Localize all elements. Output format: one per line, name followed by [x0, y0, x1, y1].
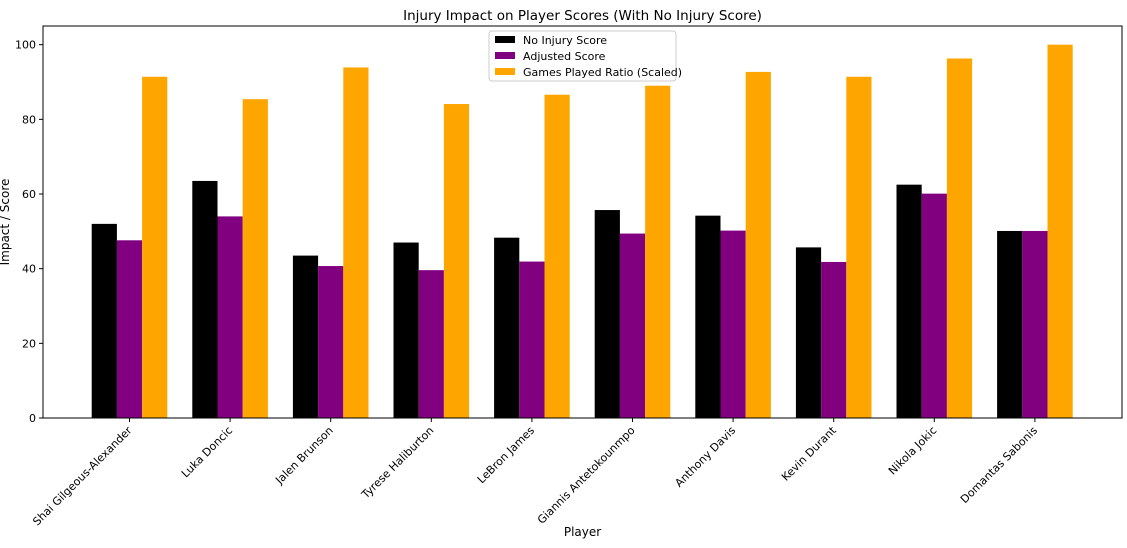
legend: No Injury Score Adjusted Score Games Playe… — [488, 30, 682, 82]
y-axis: 0 20 40 60 80 100 — [15, 39, 43, 425]
bar-adjusted-score-9 — [1022, 230, 1048, 418]
y-tick-label: 60 — [22, 188, 36, 201]
bar-adjusted-score-6 — [720, 230, 746, 418]
bar-adjusted-score-0 — [116, 240, 143, 418]
bar-no-injury-score-2 — [292, 255, 319, 418]
legend-swatch — [495, 68, 515, 75]
bar-no-injury-score-5 — [594, 210, 620, 418]
bar-games-played-ratio-scaled--6 — [745, 71, 771, 419]
legend-label: No Injury Score — [523, 34, 607, 47]
x-tick-label: Jalen Brunson — [272, 424, 335, 487]
legend-swatch — [495, 36, 515, 43]
bar-adjusted-score-4 — [519, 261, 545, 418]
x-tick-label: Kevin Durant — [779, 423, 839, 483]
bar-games-played-ratio-scaled--1 — [242, 99, 268, 418]
legend-label: Games Played Ratio (Scaled) — [523, 66, 682, 79]
bar-no-injury-score-9 — [997, 230, 1023, 418]
legend-label: Adjusted Score — [523, 50, 606, 63]
legend-box — [488, 30, 677, 82]
bar-games-played-ratio-scaled--9 — [1047, 44, 1073, 419]
bar-adjusted-score-8 — [921, 193, 947, 418]
bar-games-played-ratio-scaled--2 — [343, 67, 369, 418]
x-tick-label: Anthony Davis — [672, 424, 738, 490]
bar-games-played-ratio-scaled--4 — [544, 94, 570, 419]
chart-title: Injury Impact on Player Scores (With No … — [403, 8, 762, 24]
x-tick-label: Giannis Antetokounmpo — [535, 424, 638, 527]
bar-no-injury-score-4 — [494, 237, 520, 418]
x-tick-label: Luka Doncic — [179, 424, 235, 480]
bar-no-injury-score-6 — [695, 215, 721, 418]
bar-adjusted-score-7 — [821, 261, 847, 418]
bar-no-injury-score-3 — [393, 242, 419, 418]
bar-adjusted-score-1 — [217, 216, 243, 418]
bar-games-played-ratio-scaled--3 — [443, 104, 470, 418]
legend-swatch — [495, 52, 515, 59]
bar-no-injury-score-0 — [91, 223, 117, 418]
bar-no-injury-score-8 — [896, 184, 922, 418]
bar-no-injury-score-7 — [795, 247, 822, 418]
y-tick-label: 100 — [15, 39, 36, 52]
plot-frame — [42, 25, 1123, 419]
x-tick-label: Nikola Jokic — [886, 424, 940, 478]
x-tick-label: Shai Gilgeous-Alexander — [30, 424, 135, 529]
x-tick-label: Domantas Sabonis — [958, 424, 1040, 506]
y-axis-label: Impact / Score — [0, 179, 12, 266]
x-axis: Shai Gilgeous-Alexander Luka Doncic Jalen … — [30, 418, 1040, 528]
x-axis-label: Player — [564, 525, 601, 539]
bar-games-played-ratio-scaled--7 — [846, 76, 872, 419]
bar-adjusted-score-5 — [619, 233, 646, 418]
bar-games-played-ratio-scaled--0 — [142, 76, 168, 419]
y-tick-label: 80 — [22, 113, 36, 126]
bars — [91, 44, 1073, 419]
y-tick-label: 40 — [22, 263, 36, 276]
bar-adjusted-score-3 — [418, 270, 444, 418]
x-tick-label: Tyrese Haliburton — [359, 424, 437, 502]
bar-games-played-ratio-scaled--5 — [645, 85, 671, 418]
bar-adjusted-score-2 — [318, 266, 344, 418]
x-tick-label: LeBron James — [475, 424, 537, 486]
bar-games-played-ratio-scaled--8 — [946, 58, 973, 418]
y-tick-label: 20 — [22, 337, 36, 350]
y-tick-label: 0 — [29, 412, 36, 425]
bar-no-injury-score-1 — [192, 180, 218, 418]
